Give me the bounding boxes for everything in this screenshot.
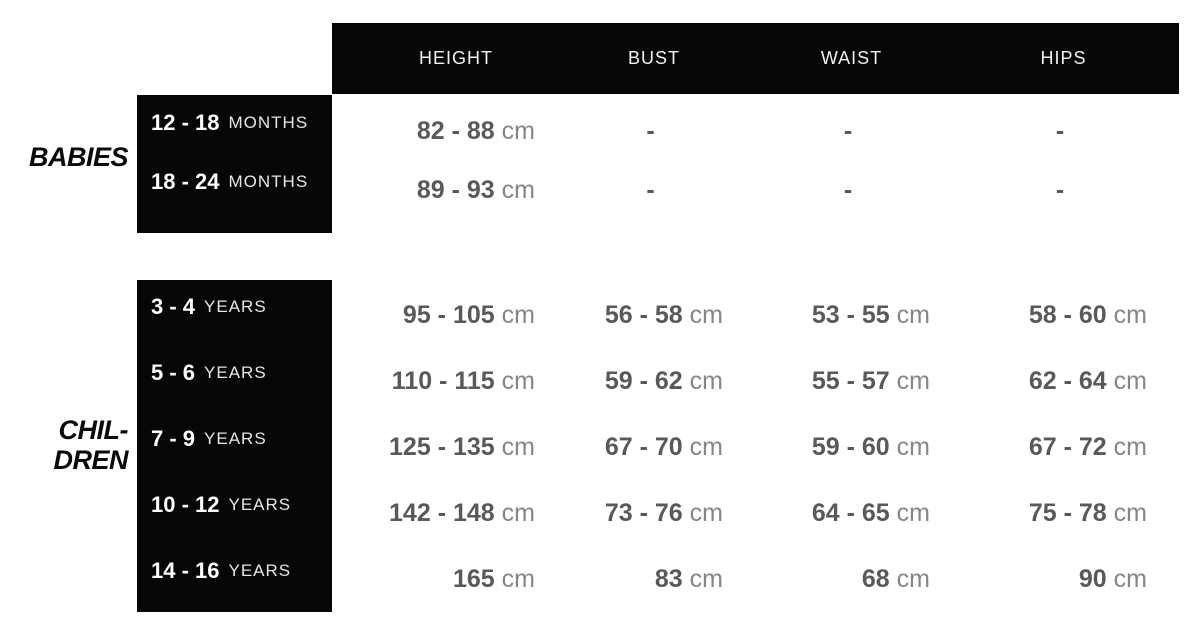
table-row: 89 - 93 cm - - - [332, 175, 1172, 205]
column-header-hips: HIPS [1040, 48, 1087, 68]
group-label-text: DREN [53, 445, 128, 475]
column-header-height: HEIGHT [418, 48, 493, 68]
group-label-text: CHIL- [58, 415, 129, 445]
age-unit: MONTHS [228, 113, 309, 132]
age-label-10-12-years: 10 - 12 YEARS [151, 490, 291, 520]
height-cell: 82 - 88 cm [416, 116, 535, 145]
age-label-3-4-years: 3 - 4 YEARS [151, 292, 267, 322]
age-range: 10 - 12 [151, 492, 220, 517]
bust-cell: - [646, 175, 655, 204]
table-row: 82 - 88 cm - - - [332, 116, 1172, 146]
height-cell: 125 - 135 cm [389, 432, 535, 461]
hips-cell: - [1055, 175, 1065, 204]
waist-cell: 64 - 65 cm [811, 498, 930, 527]
hips-cell: 67 - 72 cm [1028, 432, 1147, 461]
age-label-14-16-years: 14 - 16 YEARS [151, 556, 291, 586]
table-row: 95 - 105 cm 56 - 58 cm 53 - 55 cm 58 - 60 cm [332, 300, 1172, 330]
bust-cell: - [646, 116, 655, 145]
age-unit: YEARS [228, 561, 292, 580]
age-label-18-24-months: 18 - 24 MONTHS [151, 167, 308, 197]
babies-age-box [137, 95, 332, 233]
hips-cell: 75 - 78 cm [1028, 498, 1147, 527]
bust-cell: 59 - 62 cm [604, 366, 723, 395]
height-cell: 142 - 148 cm [389, 498, 535, 527]
table-row: 142 - 148 cm 73 - 76 cm 64 - 65 cm 75 - 78 c… [332, 498, 1172, 528]
height-cell: 95 - 105 cm [402, 300, 535, 329]
table-row: 110 - 115 cm 59 - 62 cm 55 - 57 cm 62 - 64 c… [332, 366, 1172, 396]
age-label-12-18-months: 12 - 18 MONTHS [151, 108, 308, 138]
age-unit: YEARS [204, 363, 267, 382]
age-label-7-9-years: 7 - 9 YEARS [151, 424, 267, 454]
age-range: 3 - 4 [151, 294, 196, 319]
group-label-text: BABIES [28, 142, 129, 172]
children-age-box [137, 280, 332, 612]
bust-cell: 83 cm [654, 564, 723, 593]
hips-cell: - [1055, 116, 1065, 145]
hips-cell: 62 - 64 cm [1028, 366, 1147, 395]
column-header-waist: WAIST [820, 48, 883, 68]
age-range: 12 - 18 [151, 110, 220, 135]
table-row: 125 - 135 cm 67 - 70 cm 59 - 60 cm 67 - 72 c… [332, 432, 1172, 462]
age-range: 14 - 16 [151, 558, 220, 583]
table-header: HEIGHT BUST WAIST HIPS [332, 23, 1179, 94]
waist-cell: - [843, 175, 853, 204]
height-cell: 89 - 93 cm [416, 175, 535, 204]
column-header-bust: BUST [627, 48, 680, 68]
waist-cell: 53 - 55 cm [811, 300, 930, 329]
table-row: 165 cm 83 cm 68 cm 90 cm [332, 564, 1172, 594]
age-range: 5 - 6 [151, 360, 196, 385]
bust-cell: 73 - 76 cm [604, 498, 723, 527]
age-unit: YEARS [204, 429, 267, 448]
height-cell: 110 - 115 cm [391, 366, 535, 395]
waist-cell: 59 - 60 cm [811, 432, 930, 461]
bust-cell: 56 - 58 cm [604, 300, 723, 329]
hips-cell: 90 cm [1078, 564, 1147, 593]
group-label-children: CHIL- DREN [0, 415, 128, 475]
age-unit: YEARS [204, 297, 267, 316]
hips-cell: 58 - 60 cm [1028, 300, 1147, 329]
waist-cell: 68 cm [861, 564, 930, 593]
waist-cell: - [843, 116, 853, 145]
age-range: 7 - 9 [151, 426, 196, 451]
bust-cell: 67 - 70 cm [604, 432, 723, 461]
waist-cell: 55 - 57 cm [811, 366, 930, 395]
age-label-5-6-years: 5 - 6 YEARS [151, 358, 267, 388]
age-range: 18 - 24 [151, 169, 220, 194]
age-unit: MONTHS [228, 172, 309, 191]
age-unit: YEARS [228, 495, 292, 514]
group-label-babies: BABIES [0, 142, 129, 172]
height-cell: 165 cm [452, 564, 535, 593]
